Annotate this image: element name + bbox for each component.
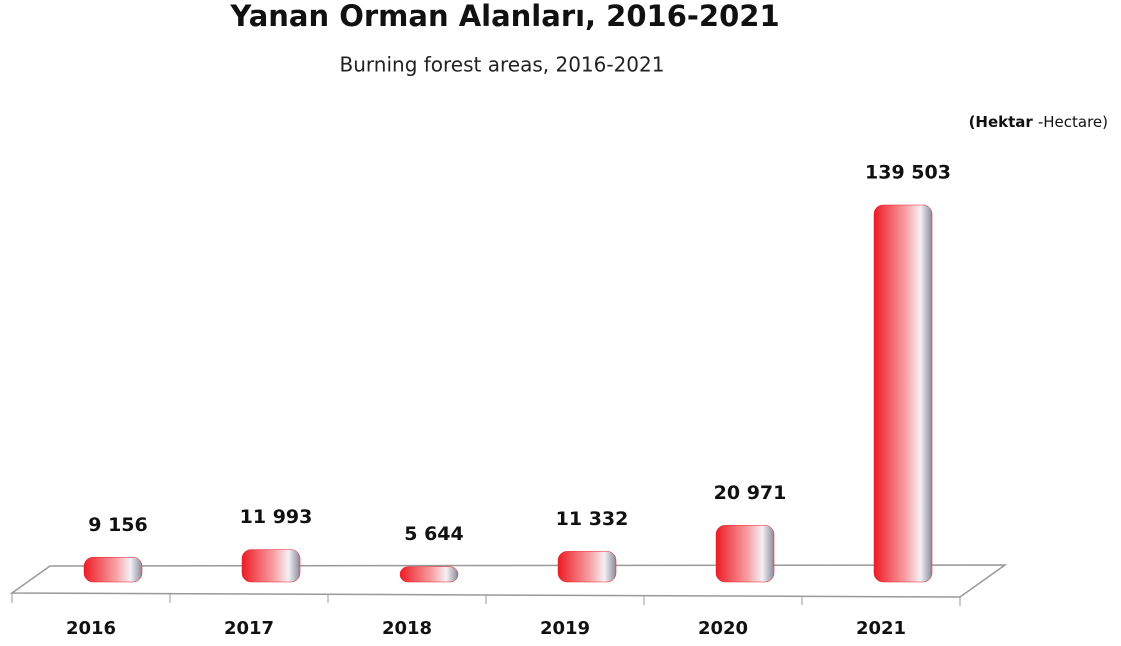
value-label: 20 971: [714, 482, 787, 504]
x-tick-label: 2016: [66, 618, 116, 639]
value-label: 5 644: [404, 523, 464, 545]
bar: [399, 566, 459, 583]
bar: [715, 525, 775, 583]
value-label: 11 993: [240, 506, 313, 528]
chart-subtitle: Burning forest areas, 2016-2021: [340, 53, 665, 77]
x-tick-label: 2019: [540, 618, 590, 639]
unit-label-bold: (Hektar: [969, 113, 1034, 131]
x-tick-label: 2020: [698, 618, 748, 639]
bar: [557, 551, 617, 583]
bar: [83, 557, 143, 583]
unit-label-normal: -Hectare): [1038, 113, 1108, 131]
value-label: 11 332: [556, 508, 629, 530]
x-tick-label: 2021: [856, 618, 906, 639]
bar: [241, 549, 301, 583]
unit-label: (Hektar -Hectare): [969, 113, 1108, 131]
chart-title: Yanan Orman Alanları, 2016-2021: [229, 0, 779, 33]
x-tick-label: 2017: [224, 618, 274, 639]
floor: [9, 564, 1008, 598]
bar: [873, 204, 933, 583]
x-tick-label: 2018: [382, 618, 432, 639]
value-label: 9 156: [88, 514, 148, 536]
value-label: 139 503: [865, 162, 951, 184]
